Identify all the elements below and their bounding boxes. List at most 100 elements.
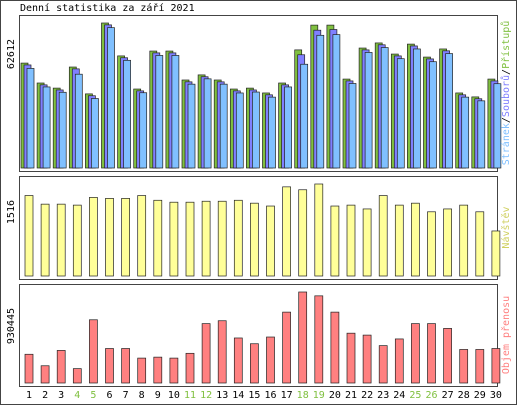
x-tick-label: 29 bbox=[474, 390, 486, 401]
x-tick-label: 26 bbox=[425, 390, 437, 401]
bar bbox=[461, 96, 470, 169]
bar bbox=[72, 204, 82, 277]
x-tick-label: 13 bbox=[216, 390, 228, 401]
x-tick-label: 24 bbox=[393, 390, 405, 401]
chart-title: Denní statistika za září 2021 bbox=[20, 2, 195, 14]
bar bbox=[330, 205, 340, 277]
bar bbox=[40, 203, 50, 277]
bar bbox=[217, 200, 227, 277]
bar bbox=[459, 204, 469, 277]
bar bbox=[364, 52, 373, 169]
bar bbox=[491, 348, 501, 384]
legend-entry: Objem přenosu bbox=[500, 296, 512, 374]
bar bbox=[378, 345, 388, 384]
bar bbox=[24, 353, 34, 384]
x-tick-label: 4 bbox=[74, 390, 80, 401]
bar bbox=[139, 92, 148, 169]
x-tick-label: 21 bbox=[345, 390, 357, 401]
bar bbox=[477, 100, 486, 169]
bar bbox=[443, 208, 452, 277]
x-tick-label: 22 bbox=[361, 390, 373, 401]
x-tick-label: 9 bbox=[155, 390, 161, 401]
bar bbox=[219, 83, 228, 169]
bar bbox=[217, 320, 227, 384]
bar bbox=[411, 323, 420, 384]
bar bbox=[268, 96, 276, 169]
bar bbox=[250, 343, 259, 384]
bar bbox=[300, 63, 309, 169]
bar bbox=[346, 204, 356, 277]
bar bbox=[169, 357, 179, 384]
x-tick-label: 19 bbox=[313, 390, 325, 401]
x-tick-label: 25 bbox=[409, 390, 421, 401]
bar bbox=[137, 357, 147, 384]
bar bbox=[266, 336, 275, 384]
x-tick-label: 5 bbox=[90, 390, 96, 401]
bar bbox=[314, 295, 324, 384]
bar bbox=[250, 202, 259, 277]
bar bbox=[201, 323, 211, 384]
bar bbox=[266, 205, 275, 277]
bar bbox=[91, 98, 99, 169]
bar bbox=[24, 195, 34, 277]
legend-entry: Souborů bbox=[500, 75, 512, 117]
x-tick-label: 27 bbox=[442, 390, 454, 401]
bar bbox=[171, 55, 180, 169]
bar bbox=[235, 92, 244, 169]
bar bbox=[413, 48, 421, 169]
bar bbox=[346, 332, 356, 384]
x-tick-label: 7 bbox=[123, 390, 129, 401]
x-tick-label: 1 bbox=[26, 390, 32, 401]
bar bbox=[185, 352, 195, 384]
bar bbox=[284, 86, 292, 169]
bar bbox=[121, 348, 130, 384]
bar bbox=[394, 338, 404, 384]
bar bbox=[187, 83, 196, 169]
legend: Objem přenosu bbox=[500, 296, 512, 374]
y-tick-label: 62612 bbox=[6, 39, 17, 69]
bar bbox=[282, 186, 291, 277]
bar bbox=[378, 195, 388, 277]
bar bbox=[427, 323, 436, 384]
bar bbox=[72, 368, 82, 384]
bar bbox=[89, 319, 98, 384]
bar bbox=[282, 311, 291, 384]
x-tick-label: 10 bbox=[168, 390, 180, 401]
x-tick-label: 28 bbox=[458, 390, 470, 401]
legend-entry: Přístupů bbox=[500, 21, 512, 69]
bar bbox=[445, 53, 453, 169]
bar bbox=[380, 47, 389, 169]
bar bbox=[40, 365, 50, 384]
x-tick-label: 16 bbox=[264, 390, 276, 401]
legend-entry: Stránek bbox=[500, 123, 512, 165]
x-tick-label: 20 bbox=[329, 390, 341, 401]
x-tick-label: 6 bbox=[106, 390, 112, 401]
bar bbox=[56, 350, 66, 384]
bar bbox=[155, 55, 164, 169]
bar bbox=[107, 27, 115, 169]
bar bbox=[105, 348, 114, 384]
bar bbox=[330, 311, 340, 384]
bar bbox=[316, 34, 325, 169]
bar bbox=[137, 195, 147, 277]
bar bbox=[233, 199, 243, 277]
bar bbox=[105, 198, 114, 277]
bar bbox=[185, 201, 195, 277]
bar bbox=[74, 73, 83, 169]
bar bbox=[58, 91, 67, 169]
x-tick-label: 12 bbox=[200, 390, 212, 401]
legend: Návštěv bbox=[500, 206, 512, 248]
bar bbox=[153, 356, 163, 384]
bar bbox=[298, 291, 308, 384]
bar bbox=[153, 199, 163, 277]
bar bbox=[443, 328, 452, 384]
bar bbox=[42, 86, 51, 169]
bar bbox=[429, 61, 437, 169]
x-tick-label: 18 bbox=[297, 390, 309, 401]
bar bbox=[475, 349, 485, 384]
bar bbox=[396, 58, 405, 169]
bar bbox=[26, 68, 35, 169]
bar bbox=[459, 349, 469, 384]
y-tick-label: 1516 bbox=[6, 200, 17, 224]
